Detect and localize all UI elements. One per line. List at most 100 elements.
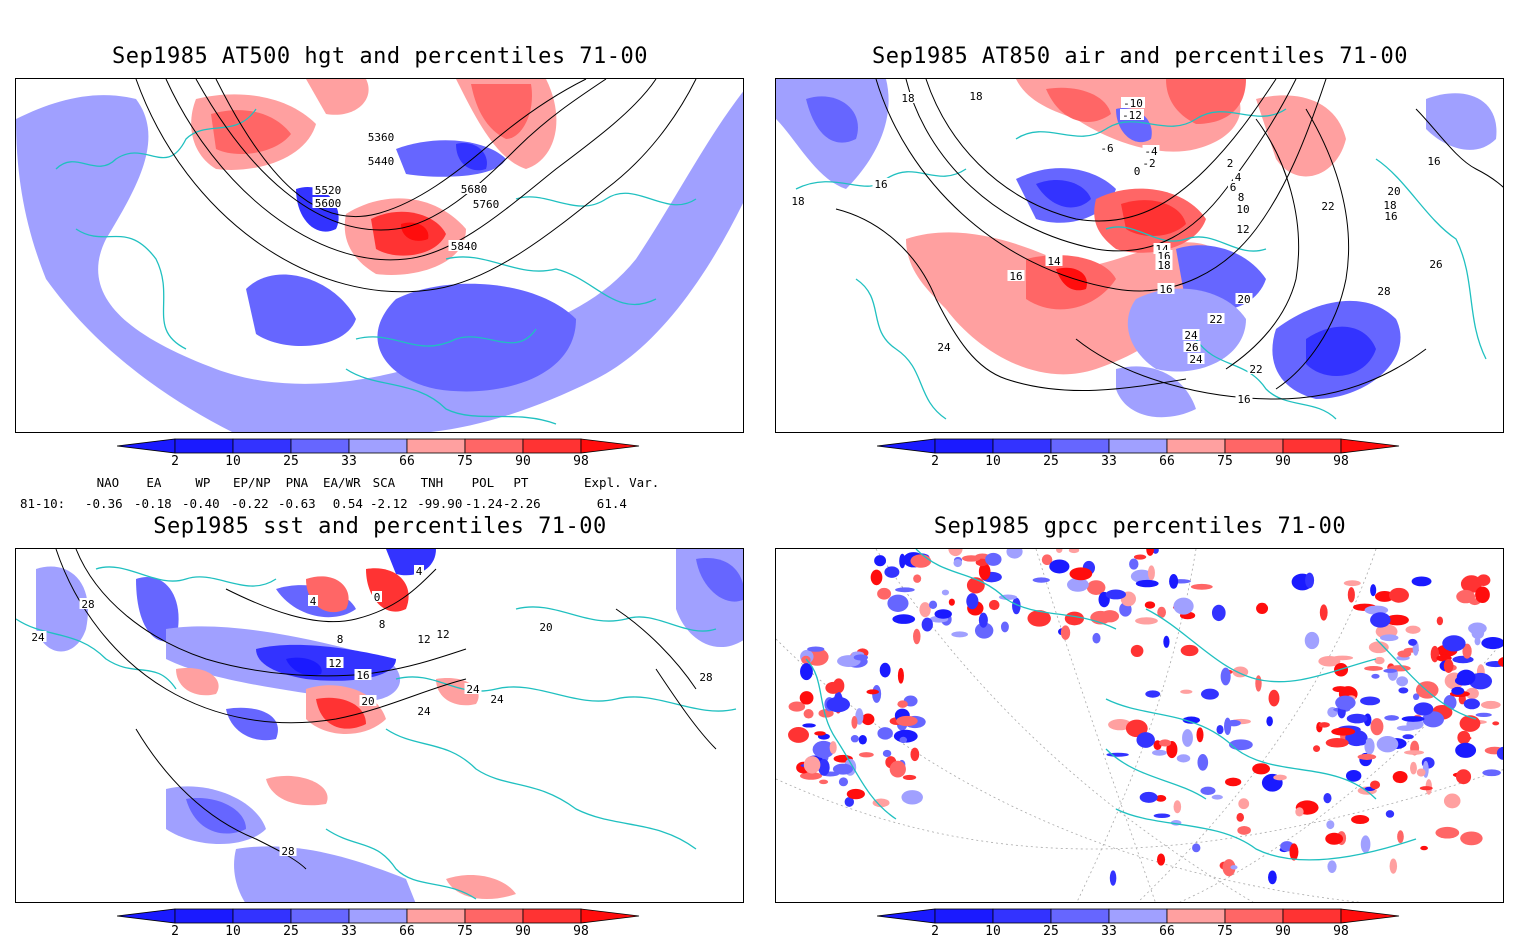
precip-blob	[1163, 635, 1170, 648]
contour-label: 16	[356, 669, 369, 682]
precip-blob	[974, 622, 994, 639]
contour-label-bg	[1207, 313, 1225, 324]
colorbar-swatch	[232, 438, 292, 454]
precip-blob	[1268, 870, 1277, 885]
precip-blob	[1357, 738, 1367, 746]
coastlines	[805, 549, 1477, 861]
precip-blob	[1480, 700, 1501, 709]
panel-title-gpcc: Sep1985 gpcc percentiles 71-00	[933, 514, 1347, 539]
colorbar-label: 33	[341, 454, 357, 469]
colorbar-swatch	[348, 908, 408, 924]
precip-blob	[870, 569, 883, 586]
precip-blob	[1396, 725, 1416, 731]
precip-blob	[975, 558, 989, 567]
colorbar-swatch	[934, 908, 994, 924]
precip-blob	[1451, 686, 1465, 695]
contour-label-bg	[697, 671, 715, 682]
precip-blob	[1067, 577, 1089, 592]
precip-blob	[1220, 667, 1231, 686]
precip-blob	[814, 731, 826, 736]
precip-blob	[941, 589, 950, 596]
index-header: EP/NP	[233, 475, 271, 490]
precip-blob	[1157, 606, 1167, 618]
precip-blob	[1135, 579, 1159, 588]
precip-blob	[1420, 845, 1428, 851]
index-header: EA	[146, 475, 162, 490]
precip-blob	[895, 587, 915, 593]
precip-blob	[1370, 584, 1377, 597]
colorbar-swatches	[117, 908, 640, 924]
colorbar-label: 75	[1217, 454, 1233, 469]
precip-blob	[1389, 587, 1409, 603]
colorbar-swatches	[117, 438, 640, 454]
index-header: WP	[195, 475, 211, 490]
colorbar-swatch	[934, 438, 994, 454]
height-contours	[135, 79, 697, 293]
precip-blob	[919, 602, 931, 618]
contour-label-bg	[365, 131, 397, 142]
precip-blob	[1346, 713, 1368, 724]
precip-blob	[1169, 573, 1179, 589]
contour-label: 8	[379, 618, 386, 631]
precip-blob	[1371, 673, 1380, 679]
precip-blob	[1304, 631, 1320, 650]
contour-label: 6	[1230, 181, 1237, 194]
index-value: -0.22	[231, 496, 269, 511]
precip-blob	[1173, 597, 1194, 615]
precip-blob	[866, 689, 879, 695]
colorbar-label: 25	[1043, 454, 1059, 469]
precip-blob	[1368, 641, 1389, 654]
colorbar-arrow-high	[1340, 438, 1400, 454]
precip-blob	[1238, 798, 1250, 810]
index-value: -99.90	[417, 496, 463, 511]
contour-label: 22	[1321, 200, 1334, 213]
precip-blob	[921, 617, 933, 632]
precip-blob	[1200, 688, 1219, 700]
precip-blob	[1180, 644, 1199, 657]
colorbar-hgt: 2 10 25 33 66 75 90 98	[117, 438, 642, 470]
colorbar-arrow-high	[580, 908, 640, 924]
colorbar-swatch	[1050, 908, 1110, 924]
precip-blob	[896, 715, 918, 727]
precip-blob	[1211, 794, 1223, 800]
colorbar-sst: 2 10 25 33 66 75 90 98	[117, 908, 642, 940]
contour-label: 26	[1429, 258, 1442, 271]
index-value: -0.40	[182, 496, 220, 511]
precip-blob	[1374, 656, 1385, 665]
contour-label: 5360	[368, 131, 395, 144]
contour-label: 5520	[315, 184, 342, 197]
contour-label-bg	[967, 90, 985, 101]
precip-blob	[844, 796, 855, 807]
precip-blob	[829, 741, 837, 754]
precip-blob	[1069, 567, 1093, 581]
colorbar-swatch	[992, 438, 1052, 454]
colorbar-label: 90	[515, 924, 531, 939]
precip-blob	[1319, 604, 1328, 621]
precip-blob	[1370, 612, 1391, 628]
precip-blob	[1419, 786, 1433, 791]
precip-blob	[913, 574, 922, 583]
contour-label: 0	[374, 591, 381, 604]
colorbar-label: 75	[457, 924, 473, 939]
precip-blob	[966, 593, 979, 610]
precip-blob	[788, 701, 806, 712]
colorbar-label: 25	[283, 454, 299, 469]
contour-label-bg	[335, 633, 345, 644]
contour-label: 22	[1209, 313, 1222, 326]
precip-blob	[1436, 616, 1444, 626]
contour-label: 14	[1047, 255, 1061, 268]
precip-blob	[985, 552, 1002, 566]
precip-blob	[1462, 643, 1472, 659]
precip-blob	[897, 667, 904, 684]
contour-label-bg	[448, 240, 480, 251]
index-header: PT	[513, 475, 529, 490]
precip-blob	[1471, 627, 1485, 640]
precip-blob	[1196, 727, 1204, 743]
contour-label-bg	[899, 92, 917, 103]
colorbar-swatch	[174, 908, 234, 924]
precip-blob	[1327, 860, 1337, 873]
precip-blob	[978, 612, 988, 628]
precip-blob	[872, 798, 890, 808]
